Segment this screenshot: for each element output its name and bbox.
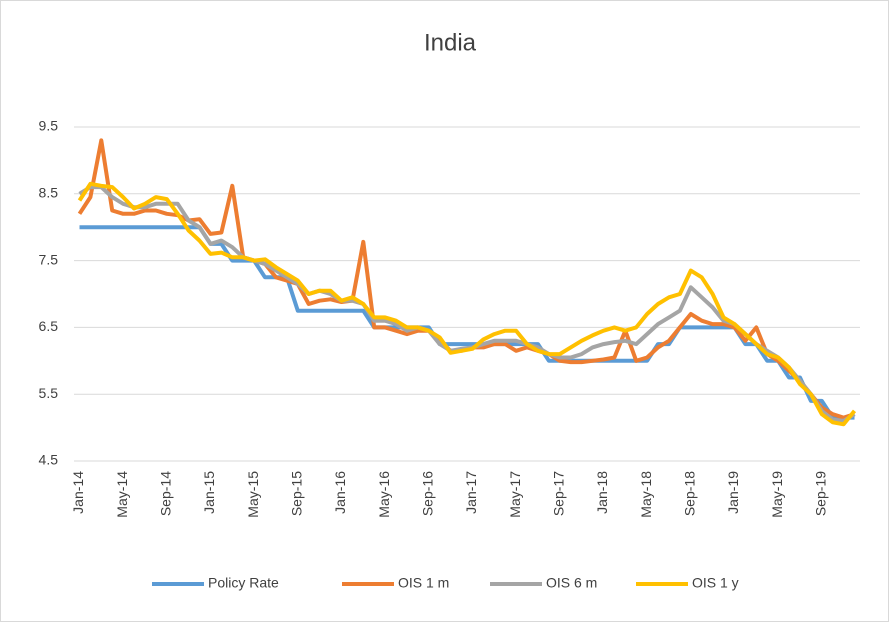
- y-tick-label: 6.5: [39, 318, 59, 334]
- x-tick-label: Jan-14: [70, 471, 86, 514]
- chart-title: India: [424, 29, 477, 56]
- x-tick-label: Sep-14: [157, 471, 173, 516]
- series-line: [77, 181, 857, 427]
- x-tick-label: Jan-16: [332, 471, 348, 514]
- y-tick-label: 7.5: [39, 251, 59, 267]
- x-tick-label: Jan-19: [725, 471, 741, 514]
- x-tick-label: Jan-17: [463, 471, 479, 514]
- y-tick-label: 8.5: [39, 185, 59, 201]
- legend-label: OIS 1 y: [692, 575, 739, 591]
- x-tick-label: Sep-16: [419, 471, 435, 516]
- legend-label: Policy Rate: [208, 575, 279, 591]
- x-tick-label: May-14: [114, 471, 130, 518]
- x-tick-label: Jan-18: [594, 471, 610, 514]
- legend-label: OIS 6 m: [546, 575, 597, 591]
- y-tick-label: 5.5: [39, 385, 59, 401]
- x-tick-label: May-16: [376, 471, 392, 518]
- x-tick-label: Sep-18: [681, 471, 697, 516]
- x-tick-label: Sep-15: [288, 471, 304, 516]
- legend-label: OIS 1 m: [398, 575, 449, 591]
- x-tick-label: May-17: [507, 471, 523, 518]
- x-tick-label: May-19: [769, 471, 785, 518]
- x-tick-label: Sep-19: [812, 471, 828, 516]
- x-tick-label: Jan-15: [201, 471, 217, 514]
- x-tick-label: May-15: [245, 471, 261, 518]
- x-tick-label: Sep-17: [550, 471, 566, 516]
- x-tick-label: May-18: [638, 471, 654, 518]
- y-tick-label: 9.5: [39, 118, 59, 134]
- y-tick-label: 4.5: [39, 452, 59, 468]
